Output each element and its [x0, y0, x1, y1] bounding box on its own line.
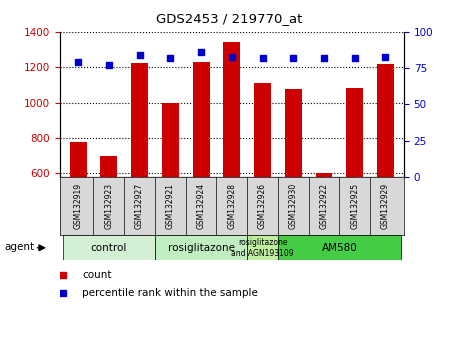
- Text: rosiglitazone: rosiglitazone: [168, 243, 235, 253]
- Bar: [224, 42, 240, 177]
- Bar: [247, 235, 278, 260]
- Text: AM580: AM580: [321, 243, 357, 253]
- Point: [105, 62, 112, 68]
- Point: [351, 55, 358, 61]
- Point: [320, 55, 328, 61]
- Point: [259, 55, 266, 61]
- Bar: [278, 235, 401, 260]
- Bar: [63, 235, 155, 260]
- Text: agent: agent: [5, 241, 35, 252]
- Text: GSM132926: GSM132926: [258, 183, 267, 229]
- Text: percentile rank within the sample: percentile rank within the sample: [82, 288, 258, 298]
- Text: GDS2453 / 219770_at: GDS2453 / 219770_at: [157, 12, 302, 25]
- Text: GSM132925: GSM132925: [350, 183, 359, 229]
- Point: [136, 52, 143, 58]
- Bar: [193, 62, 209, 177]
- Text: GSM132919: GSM132919: [73, 183, 83, 229]
- Text: GSM132924: GSM132924: [196, 183, 206, 229]
- Bar: [254, 83, 271, 177]
- Point: [74, 59, 82, 65]
- Text: control: control: [91, 243, 127, 253]
- Point: [290, 55, 297, 61]
- Bar: [377, 64, 394, 177]
- Bar: [155, 235, 247, 260]
- Text: GSM132929: GSM132929: [381, 183, 390, 229]
- Text: count: count: [82, 270, 112, 280]
- Bar: [70, 143, 87, 177]
- Bar: [101, 156, 118, 177]
- Point: [382, 54, 389, 59]
- Text: GSM132921: GSM132921: [166, 183, 175, 229]
- Text: rosiglitazone
and AGN193109: rosiglitazone and AGN193109: [231, 238, 294, 257]
- Bar: [131, 63, 148, 177]
- Bar: [162, 103, 179, 177]
- Text: GSM132928: GSM132928: [227, 183, 236, 229]
- Bar: [346, 88, 363, 177]
- Point: [167, 55, 174, 61]
- Bar: [285, 89, 302, 177]
- Text: GSM132927: GSM132927: [135, 183, 144, 229]
- Text: GSM132930: GSM132930: [289, 183, 298, 229]
- Text: GSM132922: GSM132922: [319, 183, 329, 229]
- Text: GSM132923: GSM132923: [104, 183, 113, 229]
- Point: [228, 54, 235, 59]
- Point: [197, 49, 205, 55]
- Bar: [315, 173, 332, 177]
